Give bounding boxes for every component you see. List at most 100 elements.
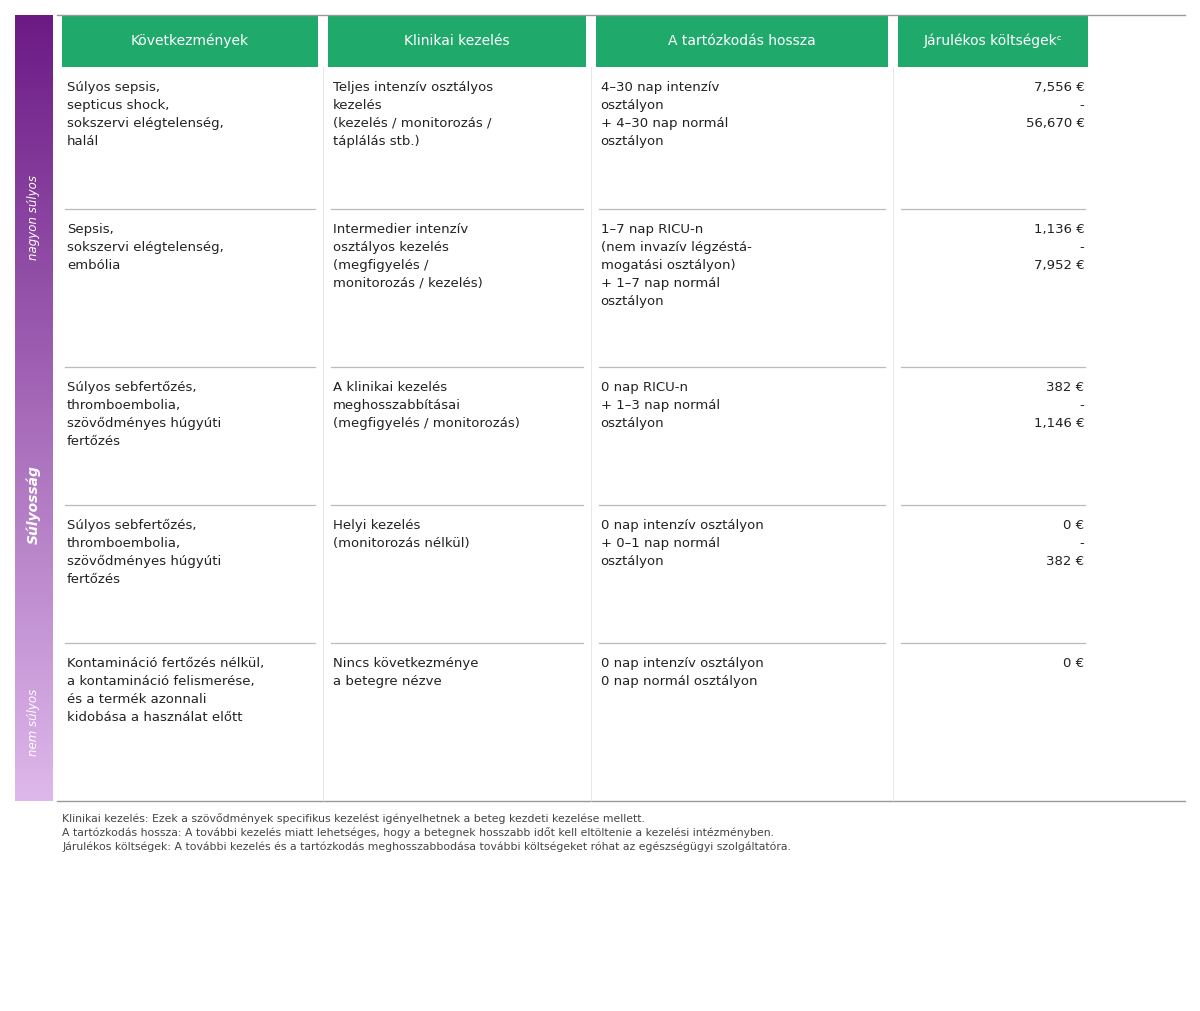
Bar xyxy=(14,50,53,52)
Bar xyxy=(14,165,53,167)
Bar xyxy=(14,219,53,222)
Bar xyxy=(14,125,53,127)
Bar xyxy=(14,203,53,206)
Bar xyxy=(14,88,53,91)
Bar xyxy=(14,70,53,73)
Bar xyxy=(14,216,53,219)
Bar xyxy=(14,295,53,298)
Bar xyxy=(14,677,53,680)
Bar xyxy=(14,264,53,267)
Text: osztályon: osztályon xyxy=(600,99,664,112)
Bar xyxy=(14,382,53,384)
Bar xyxy=(14,539,53,542)
Bar xyxy=(14,227,53,229)
Bar xyxy=(14,494,53,497)
Text: Súlyos sebfertőzés,: Súlyos sebfertőzés, xyxy=(67,381,197,394)
Text: Sepsis,: Sepsis, xyxy=(67,223,114,236)
Bar xyxy=(14,473,53,476)
Bar xyxy=(14,353,53,356)
Bar xyxy=(14,646,53,649)
Text: -: - xyxy=(1080,241,1085,254)
Text: halál: halál xyxy=(67,135,100,148)
Bar xyxy=(14,460,53,463)
Bar xyxy=(14,43,53,47)
Bar xyxy=(14,560,53,562)
Bar xyxy=(14,715,53,717)
Bar xyxy=(14,94,53,96)
Text: A tartózkodás hossza: A tartózkodás hossza xyxy=(668,34,816,48)
Bar xyxy=(14,542,53,544)
Bar xyxy=(14,256,53,259)
Bar xyxy=(14,432,53,434)
Bar xyxy=(14,28,53,30)
Bar xyxy=(14,667,53,670)
Bar xyxy=(14,175,53,178)
Bar xyxy=(898,15,1087,67)
Bar xyxy=(14,728,53,730)
Bar xyxy=(14,321,53,325)
Bar xyxy=(14,568,53,570)
Bar xyxy=(14,672,53,675)
Text: Súlyos sepsis,: Súlyos sepsis, xyxy=(67,81,160,94)
Text: + 1–3 nap normál: + 1–3 nap normál xyxy=(600,399,720,412)
Bar xyxy=(14,712,53,715)
Bar xyxy=(14,395,53,397)
Text: meghosszabbításai: meghosszabbításai xyxy=(334,399,461,412)
Bar xyxy=(14,261,53,264)
Bar xyxy=(14,489,53,491)
Text: Intermedier intenzív: Intermedier intenzív xyxy=(334,223,468,236)
Bar xyxy=(14,269,53,272)
Bar xyxy=(14,429,53,432)
Bar xyxy=(14,748,53,751)
Bar xyxy=(14,427,53,429)
Text: Járulékos költségekᶜ: Járulékos költségekᶜ xyxy=(923,33,1062,49)
Bar xyxy=(14,688,53,691)
Bar xyxy=(14,618,53,620)
Bar xyxy=(14,691,53,694)
Bar xyxy=(14,657,53,659)
Bar xyxy=(14,246,53,248)
Bar xyxy=(14,272,53,274)
Bar xyxy=(14,303,53,305)
Bar xyxy=(14,704,53,707)
Bar xyxy=(14,652,53,654)
Bar xyxy=(14,241,53,243)
Text: sokszervi elégtelenség,: sokszervi elégtelenség, xyxy=(67,241,223,254)
Bar xyxy=(14,152,53,154)
Bar xyxy=(14,424,53,427)
Bar xyxy=(14,327,53,330)
Bar xyxy=(14,290,53,293)
Bar xyxy=(14,440,53,442)
Bar xyxy=(14,201,53,203)
Text: (kezelés / monitorozás /: (kezelés / monitorozás / xyxy=(334,117,492,130)
Bar xyxy=(14,780,53,783)
Text: + 1–7 nap normál: + 1–7 nap normál xyxy=(600,277,720,290)
Bar xyxy=(14,130,53,132)
Bar xyxy=(14,397,53,400)
Text: szövődményes húgyúti: szövődményes húgyúti xyxy=(67,555,221,568)
Bar xyxy=(14,610,53,613)
Text: fertőzés: fertőzés xyxy=(67,435,121,448)
Bar xyxy=(14,162,53,165)
Bar xyxy=(14,73,53,75)
Bar xyxy=(14,222,53,224)
Bar xyxy=(14,608,53,610)
Bar xyxy=(14,754,53,756)
Bar xyxy=(14,251,53,254)
Bar xyxy=(14,209,53,211)
Text: septicus shock,: septicus shock, xyxy=(67,99,169,112)
Bar xyxy=(14,583,53,586)
Bar xyxy=(14,596,53,600)
Bar xyxy=(14,497,53,499)
Text: Súlyosság: Súlyosság xyxy=(26,465,41,545)
Bar xyxy=(14,167,53,170)
Text: -: - xyxy=(1080,537,1085,550)
Bar xyxy=(14,41,53,43)
Bar xyxy=(14,389,53,392)
Bar xyxy=(14,455,53,458)
Bar xyxy=(14,419,53,422)
Text: thromboembolia,: thromboembolia, xyxy=(67,399,181,412)
Bar xyxy=(14,343,53,345)
Bar xyxy=(14,52,53,55)
Bar xyxy=(14,511,53,513)
